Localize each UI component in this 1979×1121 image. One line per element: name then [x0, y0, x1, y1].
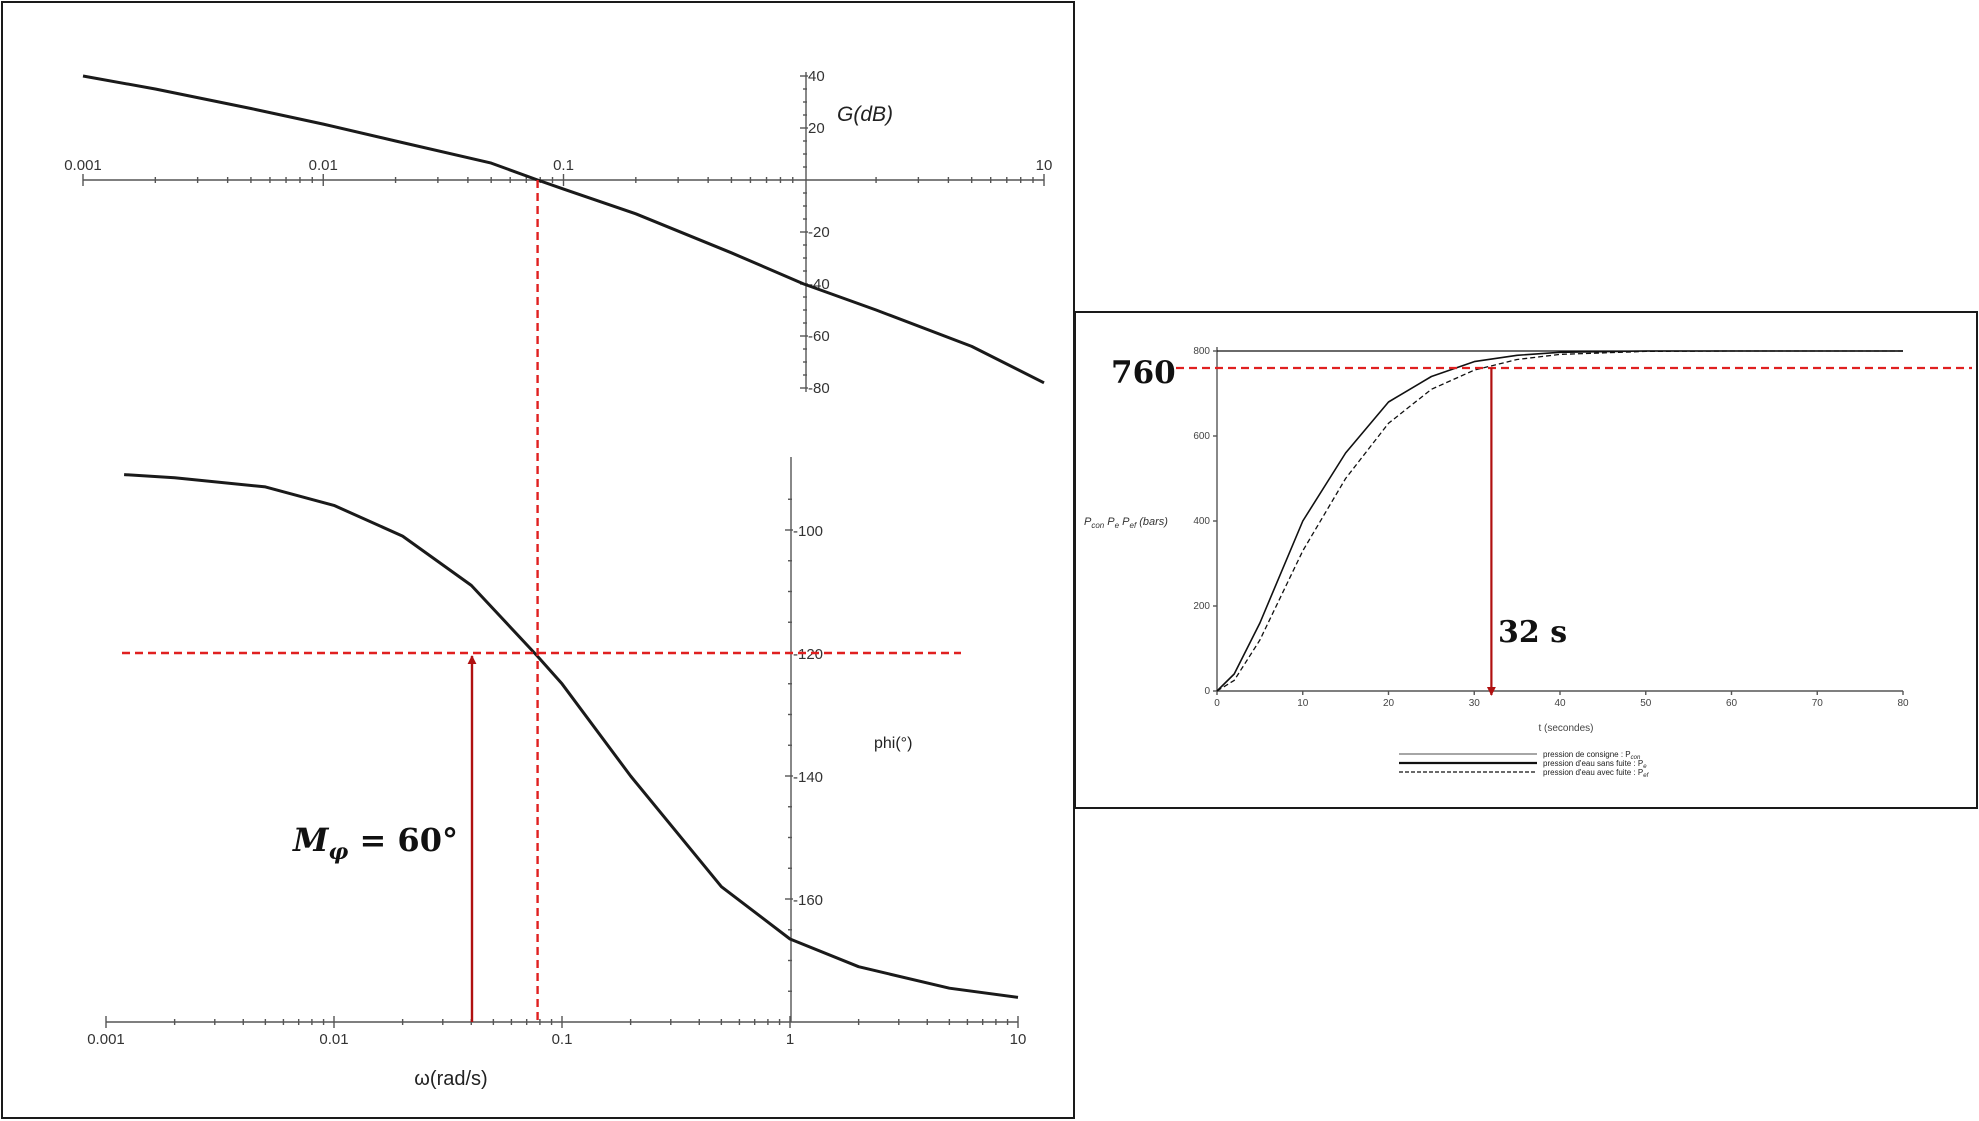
- legend-label: pression d'eau avec fuite : Pef: [1543, 768, 1650, 779]
- step-x-tick-label: 0: [1214, 698, 1220, 709]
- step-y-axis-label-part: (bars): [1136, 516, 1168, 528]
- gain-x-tick-label: 10: [1036, 157, 1053, 174]
- step-x-tick-label: 30: [1469, 698, 1481, 709]
- phase-margin-label: Mφ = 60°: [292, 821, 458, 865]
- phase-x-tick-label: 10: [1010, 1031, 1027, 1048]
- legend-label-sub: ef: [1643, 773, 1649, 779]
- phase-x-tick-label: 0.1: [552, 1031, 573, 1048]
- phase-y-tick-label: -120: [793, 646, 823, 663]
- step-x-tick-label: 80: [1897, 698, 1909, 709]
- phase-y-tick-label: -160: [793, 892, 823, 909]
- phase-x-tick-label: 0.01: [319, 1031, 348, 1048]
- legend-label: pression d'eau sans fuite : Pe: [1543, 759, 1647, 770]
- step-series-dashed: [1216, 350, 1903, 692]
- gain-y-tick-label: -80: [808, 380, 830, 397]
- step-y-axis-label-part: P: [1119, 516, 1130, 528]
- phase-y-tick-label: -100: [793, 523, 823, 540]
- bode-diagram-panel: 0.001 0.01 0.1 10 40 20 -20 -40 -60 -80 G(dB) 0.001…: [1, 1, 1075, 1119]
- gain-x-tick-label: 0.1: [553, 157, 574, 174]
- phase-curve: [124, 473, 1019, 999]
- step-y-axis-label-sub: e: [1115, 521, 1120, 530]
- step-y-axis-label: Pcon Pe Pef (bars): [1084, 516, 1168, 530]
- step-x-tick-label: 20: [1383, 698, 1395, 709]
- gain-y-tick-label: -20: [808, 224, 830, 241]
- time-label: 32 s: [1498, 615, 1567, 650]
- step-response-panel: 0 10 20 30 40 50 60 70 80 0 200 400 600 800 t (seconde…: [1074, 311, 1978, 809]
- step-x-axis-label: t (secondes): [1538, 723, 1593, 734]
- gain-x-tick-label: 0.001: [64, 157, 102, 174]
- gain-y-tick-label: -60: [808, 328, 830, 345]
- step-y-tick-label: 200: [1193, 601, 1210, 612]
- phase-y-axis-label: phi(°): [874, 735, 912, 752]
- step-y-axis-label-part: P: [1084, 516, 1092, 528]
- step-y-tick-label: 400: [1193, 516, 1210, 527]
- phase-margin-label-rest: = 60°: [348, 821, 458, 859]
- legend-label: pression de consigne : Pcon: [1543, 750, 1641, 761]
- phase-margin-label-main: M: [292, 821, 330, 859]
- step-y-tick-label: 0: [1204, 686, 1210, 697]
- step-x-tick-label: 60: [1726, 698, 1738, 709]
- legend-label-text: pression de consigne : P: [1543, 750, 1631, 759]
- bode-diagram: 0.001 0.01 0.1 104020-20-40-60-80G(dB)0.001…: [64, 68, 1053, 1090]
- step-x-tick-label: 50: [1640, 698, 1652, 709]
- legend-label-sub: con: [1631, 755, 1641, 761]
- gain-x-tick-label: 0.01: [309, 157, 338, 174]
- step-x-tick-label: 70: [1812, 698, 1824, 709]
- legend-label-text: pression d'eau sans fuite : P: [1543, 759, 1643, 768]
- gain-y-axis-label: G(dB): [837, 103, 893, 126]
- phase-margin-label-sub: φ: [328, 839, 348, 865]
- phase-x-tick-label: 1: [786, 1031, 794, 1048]
- gain-y-tick-label: 40: [808, 68, 825, 85]
- legend-label-sub: e: [1643, 764, 1647, 770]
- step-y-tick-label: 800: [1193, 346, 1210, 357]
- phase-y-tick-label: -140: [793, 769, 823, 786]
- step-y-axis-label-part: P: [1104, 516, 1115, 528]
- step-y-axis-label-sub: con: [1091, 521, 1104, 530]
- phase-x-tick-label: 0.001: [87, 1031, 125, 1048]
- gain-curve: [82, 74, 1045, 385]
- step-y-tick-label: 600: [1193, 431, 1210, 442]
- phase-x-axis-label: ω(rad/s): [414, 1068, 487, 1090]
- step-y-axis-label-sub: ef: [1130, 521, 1137, 530]
- step-x-tick-label: 10: [1297, 698, 1309, 709]
- gain-y-tick-label: 20: [808, 120, 825, 137]
- step-x-tick-label: 40: [1554, 698, 1566, 709]
- level-label: 760: [1111, 355, 1176, 391]
- legend-label-text: pression d'eau avec fuite : P: [1543, 768, 1643, 777]
